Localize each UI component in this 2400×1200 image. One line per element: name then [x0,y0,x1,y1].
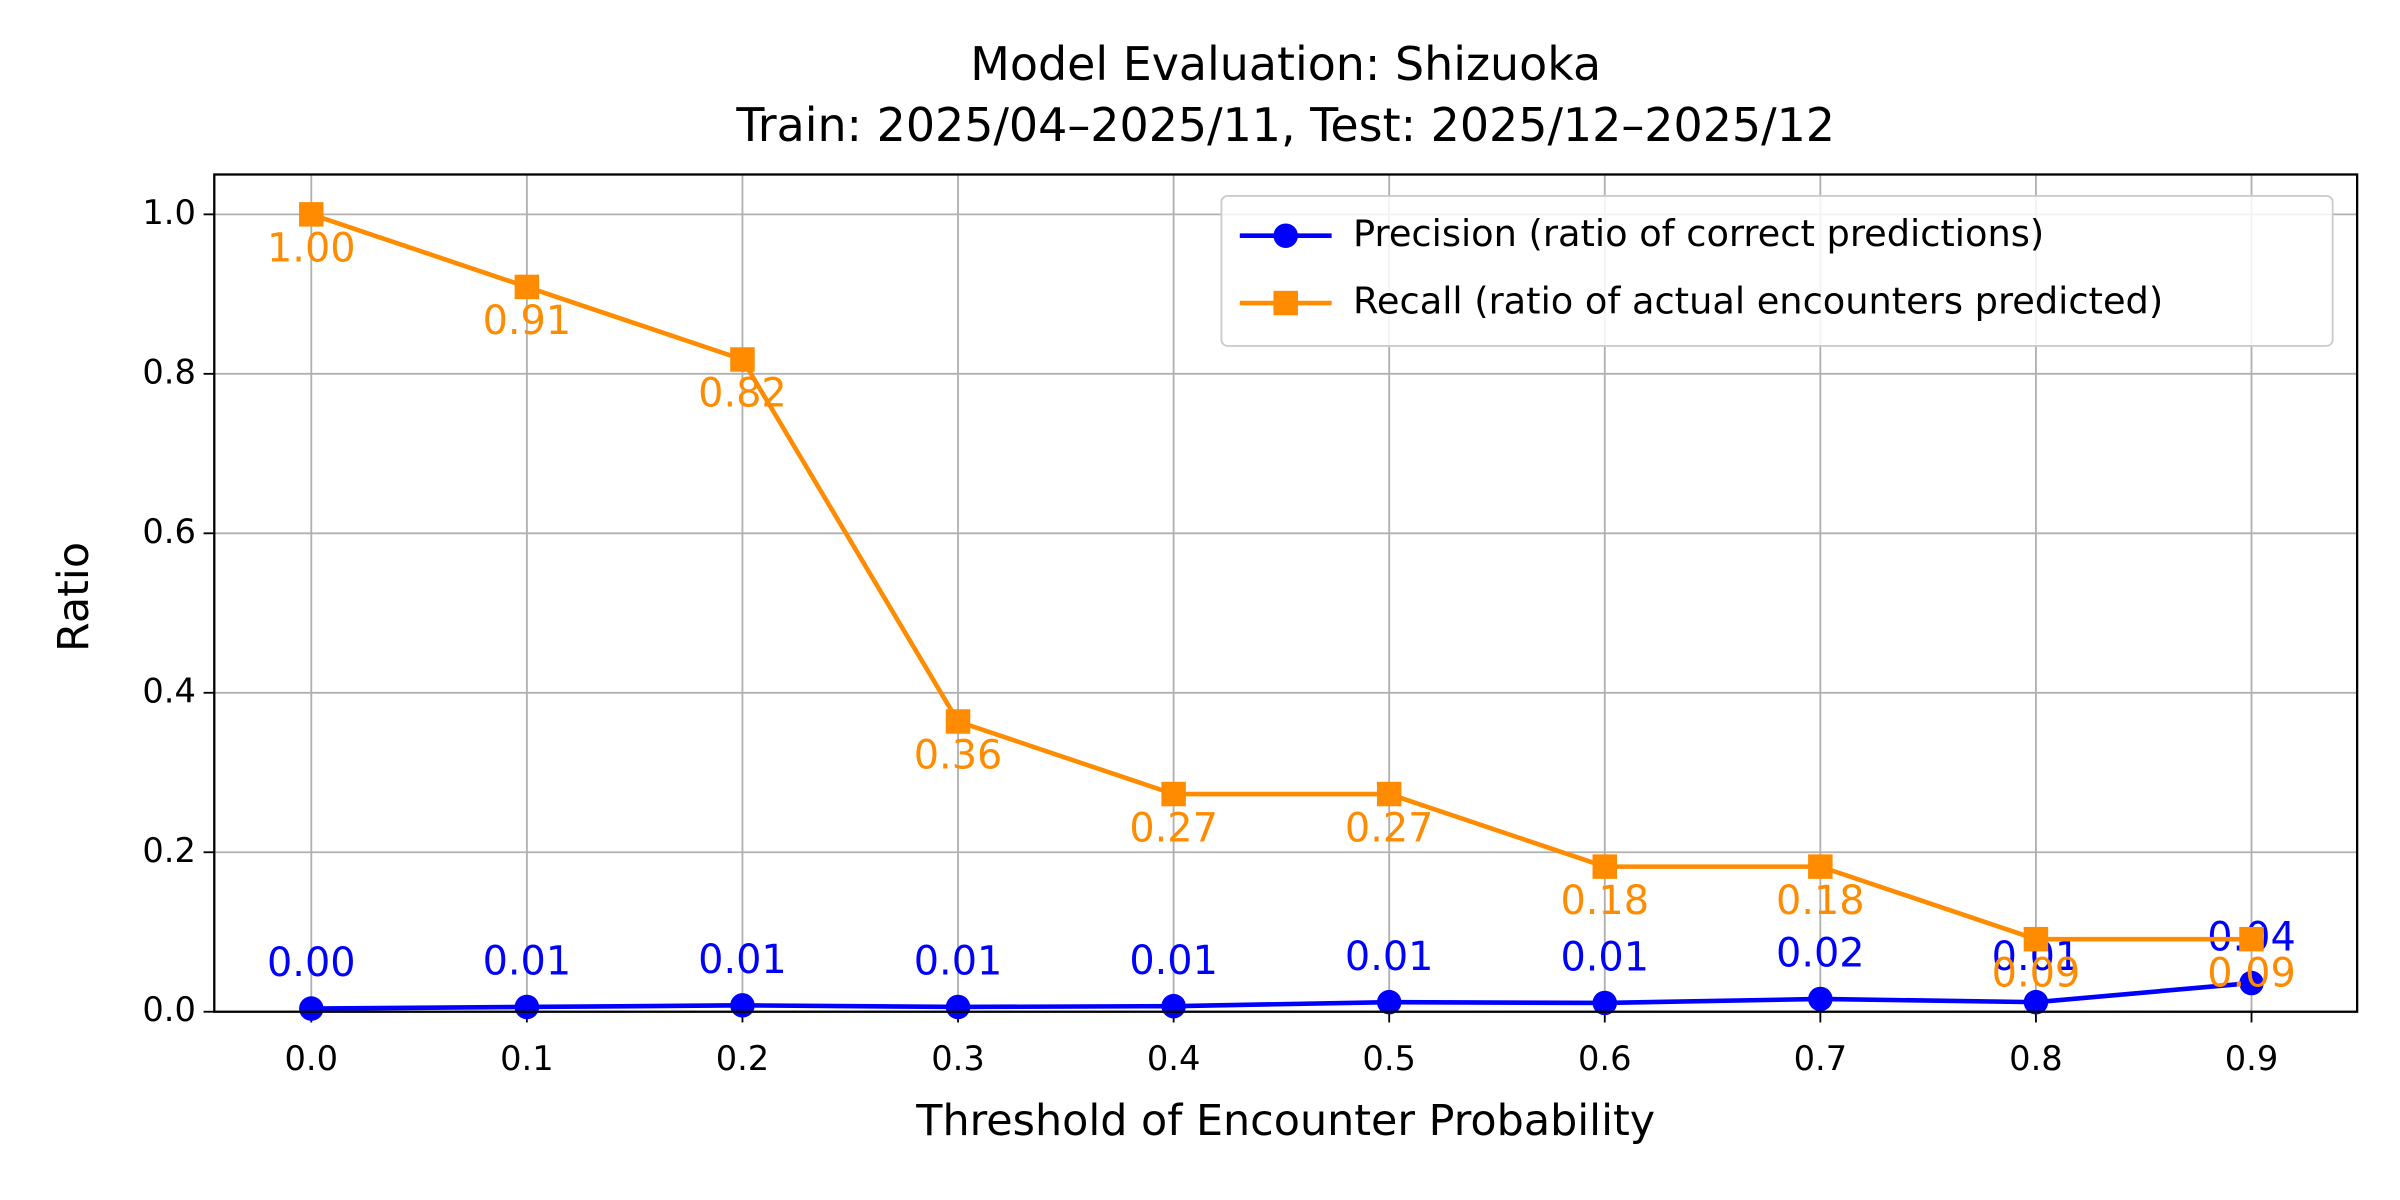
value-label: 0.27 [1345,805,1434,851]
marker [299,996,324,1021]
marker [1273,223,1298,248]
value-label: 0.01 [483,939,572,985]
value-label: 0.01 [1560,935,1649,981]
marker [2239,926,2264,952]
y-tick-label: 0.6 [142,512,196,551]
value-label: 0.02 [1776,931,1865,977]
value-label: 0.09 [2207,950,2296,996]
value-label: 0.18 [1560,878,1649,924]
x-tick-label: 0.4 [1147,1039,1201,1078]
chart-subtitle: Train: 2025/04–2025/11, Test: 2025/12–20… [735,98,1835,152]
value-label: 0.01 [914,939,1003,985]
x-tick-label: 0.1 [500,1039,554,1078]
marker [1273,290,1298,316]
legend-label: Precision (ratio of correct predictions) [1353,212,2044,255]
marker [730,347,755,372]
value-label: 0.09 [1992,950,2081,996]
marker [945,709,971,734]
marker [1592,990,1618,1016]
axes-frame [213,173,2359,1013]
marker [2239,970,2264,996]
marker [1376,989,1402,1015]
marker [1161,993,1186,1019]
marker [945,994,971,1020]
marker [514,274,540,300]
series-line [310,212,2252,942]
x-tick-label: 0.0 [285,1039,339,1078]
value-label: 0.36 [914,733,1003,779]
marker [1376,781,1402,807]
value-label: 0.01 [1345,934,1434,980]
x-tick-label: 0.3 [931,1039,985,1078]
value-label: 1.00 [267,226,356,272]
x-tick-label: 0.6 [1578,1039,1632,1078]
marker [1592,854,1618,879]
plot: 0.000.010.010.010.010.010.010.020.010.04… [267,202,2296,1021]
x-tick-label: 0.9 [2225,1039,2279,1078]
y-tick-label: 0.2 [142,831,196,870]
value-label: 0.01 [1129,938,1218,984]
value-label: 0.00 [267,940,356,986]
value-label: 0.27 [1129,805,1218,851]
y-tick-label: 1.0 [142,193,196,232]
marker [1161,781,1186,807]
legend-box [1220,194,2334,347]
x-axis-label: Threshold of Encounter Probability [915,1096,1655,1146]
marker [2023,926,2049,952]
marker [2023,989,2049,1015]
value-label: 0.18 [1776,878,1865,924]
marker [730,993,755,1018]
value-label: 0.91 [483,298,572,344]
marker [514,994,540,1020]
x-tick-label: 0.8 [2009,1039,2063,1078]
x-tick-label: 0.2 [716,1039,770,1078]
value-label: 0.01 [698,937,787,983]
series-line [311,980,2252,1011]
marker [1808,986,1833,1012]
y-tick-label: 0.4 [142,671,196,710]
y-tick-label: 0.8 [142,352,196,391]
chart-title: Model Evaluation: Shizuoka [970,37,1601,91]
legend-label: Recall (ratio of actual encounters predi… [1353,280,2163,323]
y-axis-label: Ratio [49,542,99,652]
value-label: 0.82 [698,371,787,417]
x-tick-label: 0.5 [1362,1039,1416,1078]
marker [299,202,324,227]
legend: Precision (ratio of correct predictions)… [1220,194,2334,347]
y-tick-label: 0.0 [142,990,196,1029]
marker [1808,854,1833,879]
x-tick-label: 0.7 [1794,1039,1848,1078]
